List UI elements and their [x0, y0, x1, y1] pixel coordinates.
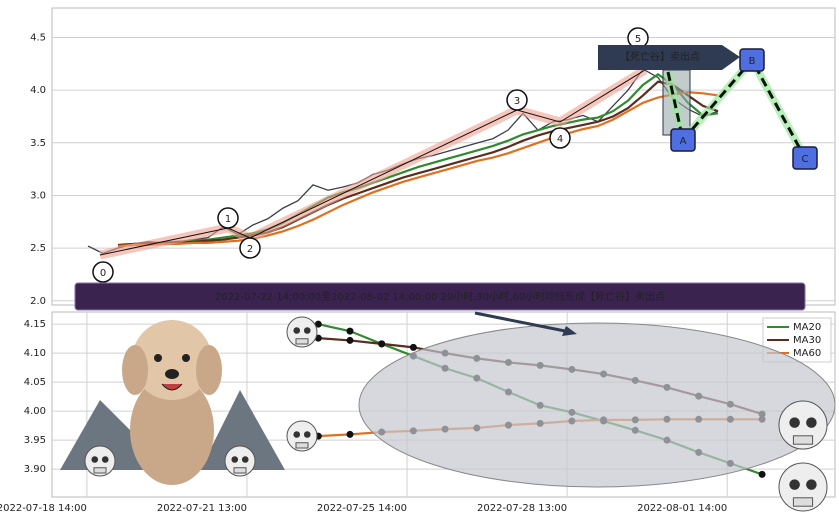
- series-line: [117, 91, 719, 248]
- skull: [778, 400, 828, 450]
- y-tick-label: 3.95: [24, 435, 46, 446]
- y-tick-label: 4.5: [30, 32, 46, 43]
- legend-label: MA60: [793, 348, 821, 359]
- point-label: C: [802, 154, 809, 165]
- wave-marker: [506, 89, 528, 111]
- skull-teeth: [792, 435, 814, 445]
- wave-marker: [549, 127, 571, 149]
- wave-label: 1: [225, 214, 231, 225]
- skull-head: [224, 445, 256, 477]
- y-tick-label: 3.90: [24, 464, 46, 475]
- y-tick-label: 3.0: [30, 190, 46, 201]
- y-tick-label: 4.15: [24, 319, 46, 330]
- y-tick-label: 4.0: [30, 85, 46, 96]
- x-tick-label: 2022-07-28 13:00: [477, 503, 567, 514]
- point-label: B: [749, 56, 756, 67]
- point-marker: [670, 128, 696, 152]
- skull: [286, 316, 318, 348]
- signal-label: 【死亡谷】卖出点: [620, 50, 700, 63]
- data-point: [346, 336, 354, 344]
- decoration: [60, 320, 836, 488]
- x-tick-label: 2022-07-25 14:00: [317, 503, 407, 514]
- data-point: [378, 340, 386, 348]
- banner-box: [74, 282, 806, 311]
- data-point: [346, 430, 354, 438]
- skull-teeth: [295, 442, 309, 449]
- wave-label: 5: [635, 34, 641, 45]
- skull-eye: [91, 456, 99, 463]
- wave-marker: [239, 237, 261, 259]
- skull-eye: [231, 456, 239, 463]
- wave-marker: [92, 261, 114, 283]
- x-tick-label: 2022-07-18 14:00: [0, 503, 87, 514]
- wave-marker: [217, 207, 239, 229]
- data-point: [758, 470, 766, 478]
- legend-label: MA20: [793, 322, 821, 333]
- skull: [286, 420, 318, 452]
- banner-text: 2022-07-22 14:00:00至2022-08-02 14:00:00 …: [215, 290, 665, 303]
- skull: [778, 462, 828, 512]
- y-tick-label: 2.5: [30, 243, 46, 254]
- skull-head: [84, 445, 116, 477]
- legend-label: MA30: [793, 335, 821, 346]
- pointer-arrow: [474, 311, 571, 334]
- skull-head: [286, 420, 318, 452]
- pointer-head: [562, 326, 577, 336]
- highlight-ellipse: [358, 322, 836, 488]
- series-line: [117, 80, 719, 247]
- x-tick-label: 2022-07-21 13:00: [157, 503, 247, 514]
- skull-eye: [293, 431, 301, 438]
- skull-teeth: [295, 338, 309, 345]
- series-line: [117, 73, 719, 248]
- skull: [224, 445, 256, 477]
- skull: [84, 445, 116, 477]
- skull-eye: [303, 431, 311, 438]
- skull-eye: [293, 327, 301, 334]
- skull-eye: [303, 327, 311, 334]
- skull-teeth: [792, 497, 814, 507]
- wave-label: 2: [247, 244, 253, 255]
- skull-head: [286, 316, 318, 348]
- signal-box: [598, 45, 740, 70]
- data-point: [314, 320, 322, 328]
- skull-head: [778, 400, 828, 450]
- data-point: [409, 343, 417, 351]
- dog: [122, 320, 222, 485]
- skull-eye: [806, 479, 817, 490]
- skull-head: [778, 462, 828, 512]
- wave-line: [99, 69, 646, 256]
- y-tick-label: 2.0: [30, 296, 46, 307]
- skull-eye: [789, 417, 800, 428]
- y-tick-label: 4.05: [24, 377, 46, 388]
- skull-teeth: [233, 467, 247, 474]
- wave-label: 3: [514, 96, 520, 107]
- y-tick-label: 3.5: [30, 138, 46, 149]
- skull-eye: [789, 479, 800, 490]
- skull-eye: [241, 456, 249, 463]
- y-tick-label: 4.00: [24, 406, 46, 417]
- skull-teeth: [93, 467, 107, 474]
- data-point: [346, 327, 354, 335]
- point-marker: [739, 48, 765, 72]
- point-marker: [792, 146, 818, 170]
- y-tick-label: 4.10: [24, 348, 46, 359]
- wave-label: 0: [100, 268, 106, 279]
- x-tick-label: 2022-08-01 14:00: [637, 503, 727, 514]
- wave-label: 4: [557, 134, 563, 145]
- skull-eye: [806, 417, 817, 428]
- point-label: A: [680, 136, 687, 147]
- signal-path: [666, 57, 807, 159]
- skull-eye: [101, 456, 109, 463]
- mountain: [200, 390, 285, 470]
